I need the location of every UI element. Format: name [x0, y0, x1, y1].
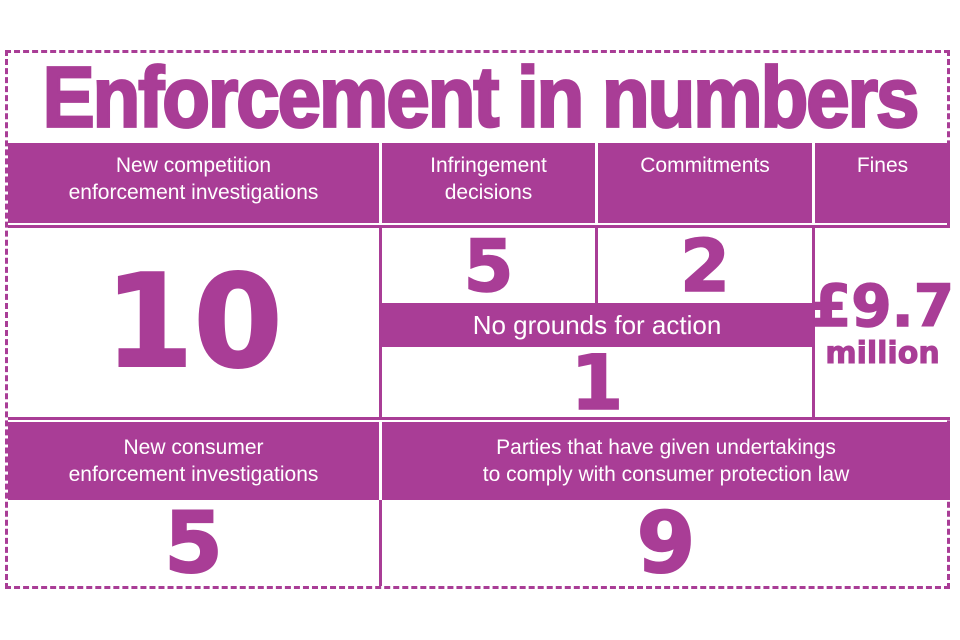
value-fines: £9.7 million — [810, 225, 955, 420]
value-commitments: 2 — [598, 223, 812, 308]
banner-no-grounds-for-action: No grounds for action — [382, 303, 812, 347]
value-competition-investigations: 10 — [8, 225, 382, 420]
header-commitments: Commitments — [598, 143, 812, 223]
header-parties-undertakings: Parties that have given undertakings to … — [382, 422, 950, 500]
value-undertakings-parties: 9 — [636, 493, 696, 593]
value-infringement-decisions: 5 — [382, 223, 598, 308]
value-no-grounds: 1 — [382, 337, 812, 427]
fines-unit: million — [825, 335, 940, 371]
fines-amount: £9.7 — [810, 271, 955, 340]
header-fines: Fines — [815, 143, 950, 223]
header-infringement-decisions: Infringement decisions — [382, 143, 595, 223]
header-new-consumer-investigations: New consumer enforcement investigations — [8, 422, 379, 500]
infographic-title: Enforcement in numbers — [41, 47, 920, 147]
column-divider — [379, 500, 382, 586]
value-consumer-investigations: 5 — [163, 493, 223, 593]
header-new-competition-investigations: New competition enforcement investigatio… — [8, 143, 379, 223]
